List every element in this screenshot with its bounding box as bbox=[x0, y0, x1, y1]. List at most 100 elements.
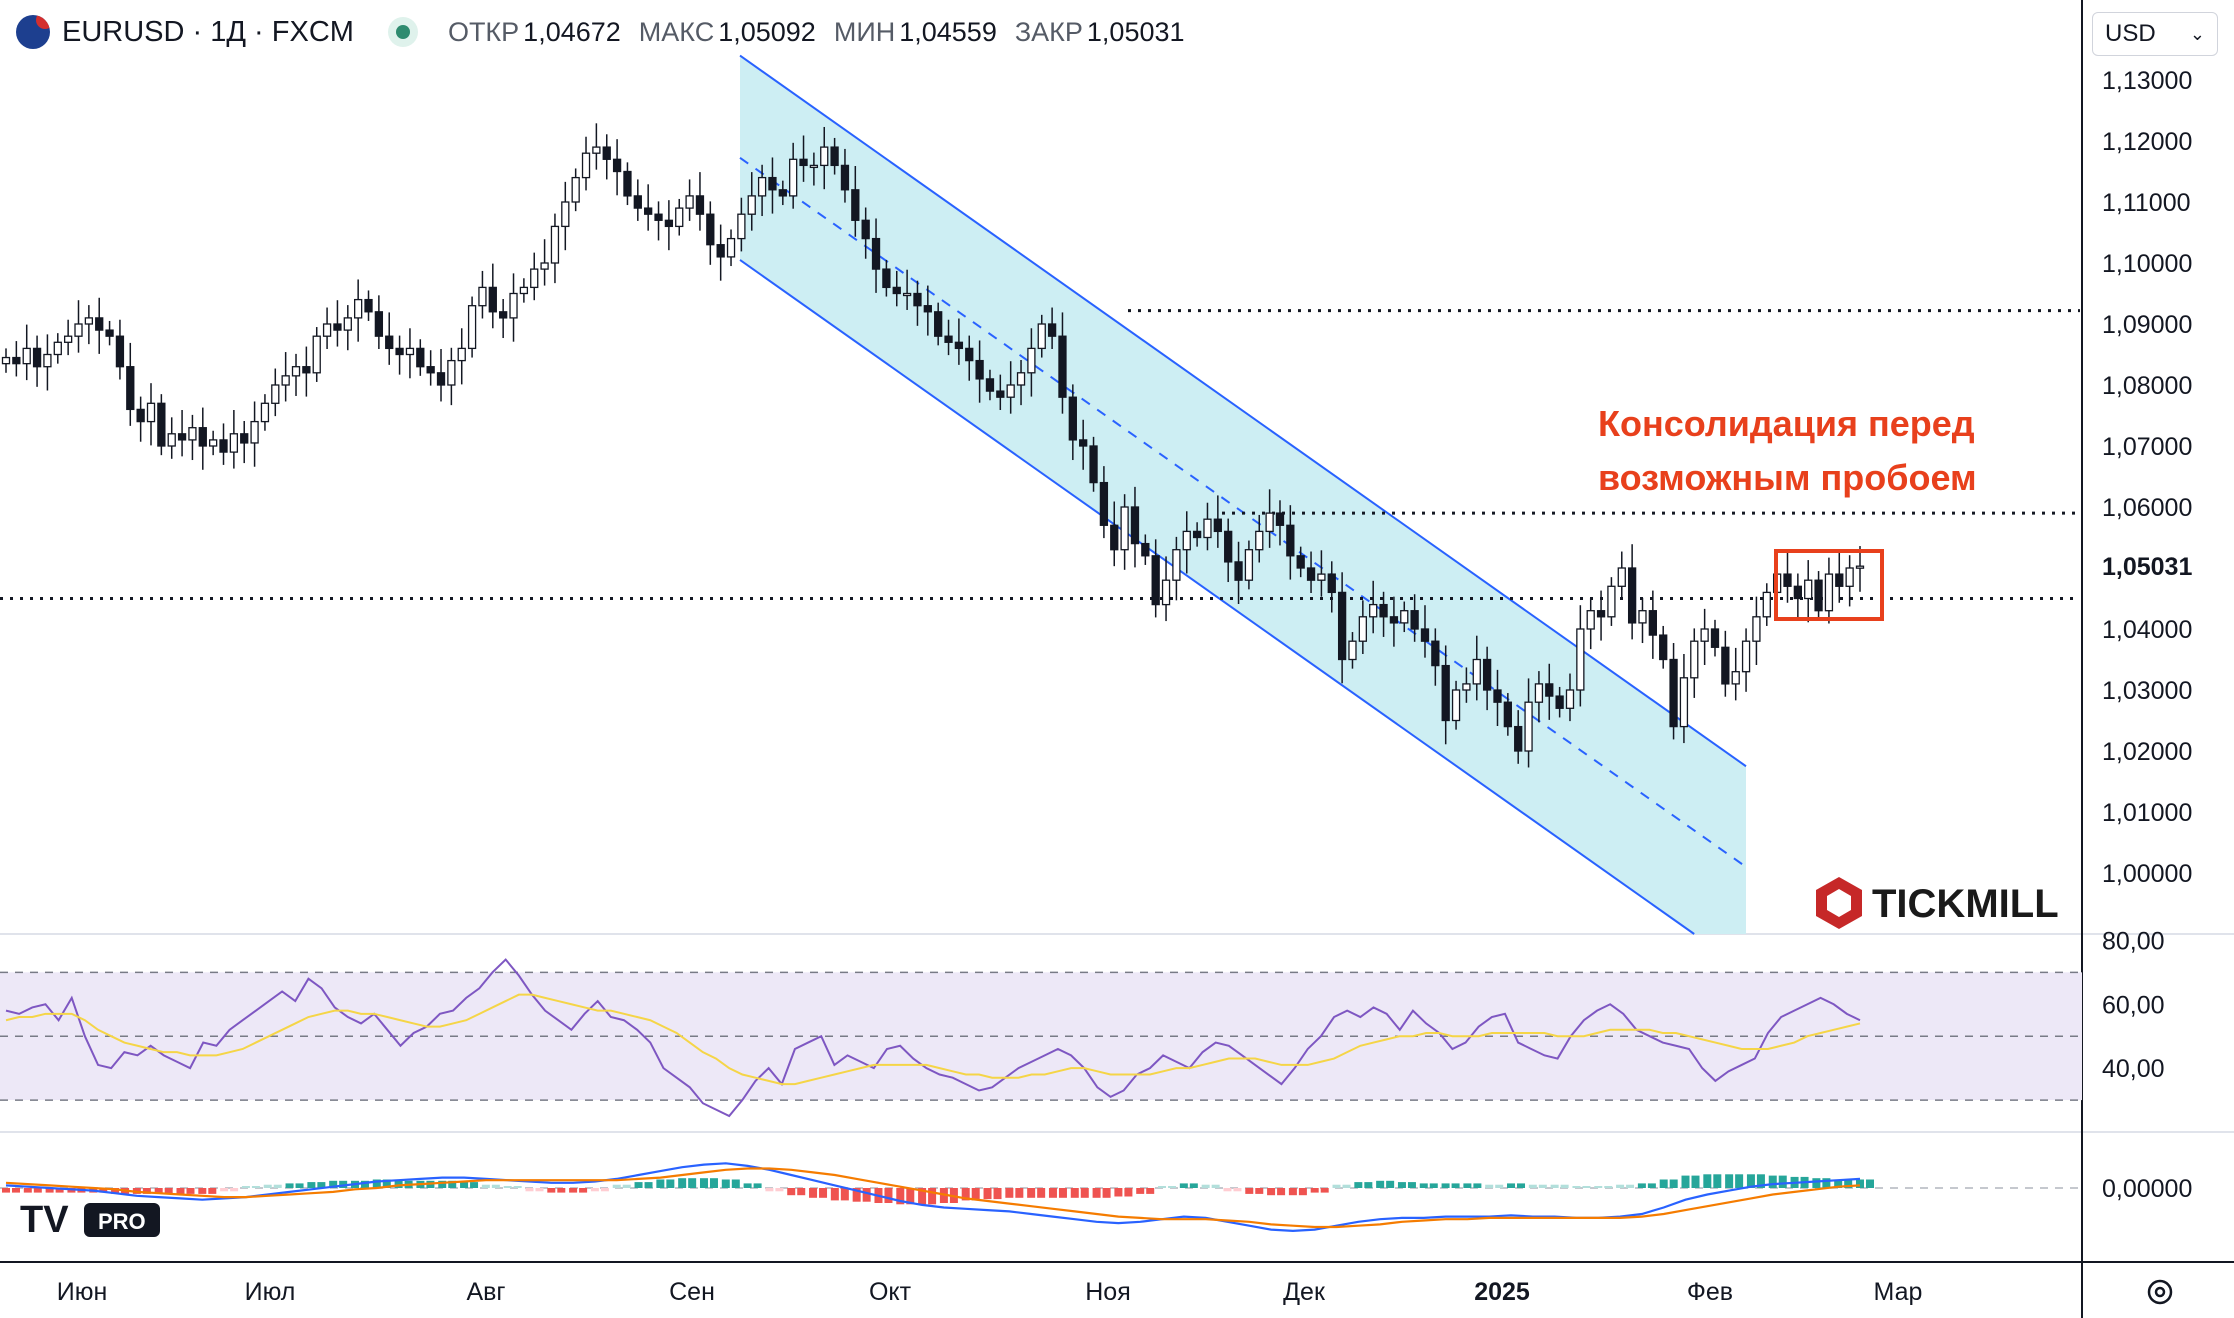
candle-body bbox=[126, 366, 135, 411]
candle-body bbox=[74, 323, 83, 337]
macd-histogram-bar bbox=[862, 1188, 871, 1202]
settings-gear-icon[interactable] bbox=[2147, 1279, 2173, 1305]
close-value: 1,05031 bbox=[1086, 16, 1185, 47]
candle-body bbox=[519, 286, 529, 295]
macd-histogram-bar bbox=[1691, 1175, 1700, 1188]
macd-histogram-bar bbox=[1124, 1188, 1133, 1197]
macd-histogram-bar bbox=[928, 1188, 937, 1205]
candle-body bbox=[944, 335, 953, 343]
candle-body bbox=[1203, 518, 1212, 539]
macd-histogram-bar bbox=[470, 1182, 479, 1188]
candle-body bbox=[1410, 610, 1419, 630]
symbol-title[interactable]: EURUSD · 1Д · FXCM bbox=[62, 15, 354, 48]
candle-body bbox=[1710, 628, 1720, 648]
candle-body bbox=[209, 439, 218, 447]
macd-histogram-bar bbox=[241, 1186, 250, 1188]
macd-histogram-bar bbox=[1080, 1188, 1089, 1198]
eur-usd-flag-icon bbox=[16, 15, 50, 49]
candle-body bbox=[592, 146, 601, 154]
macd-histogram-bar bbox=[1681, 1175, 1690, 1188]
candle-body bbox=[1586, 610, 1595, 630]
candle-body bbox=[1068, 396, 1077, 441]
price-tick-label: 1,06000 bbox=[2102, 494, 2192, 522]
candle-body bbox=[416, 347, 425, 368]
candle-body bbox=[1431, 640, 1440, 667]
macd-histogram-bar bbox=[1168, 1186, 1177, 1188]
macd-histogram-bar bbox=[1397, 1182, 1406, 1188]
time-tick-label: Июл bbox=[245, 1278, 296, 1306]
macd-histogram-bar bbox=[1550, 1184, 1559, 1188]
macd-histogram-bar bbox=[525, 1188, 534, 1192]
candle-body bbox=[1555, 695, 1564, 709]
price-tick-label: 1,10000 bbox=[2102, 250, 2192, 278]
time-tick-label: Авг bbox=[466, 1278, 505, 1306]
candle-body bbox=[1741, 640, 1751, 673]
macd-histogram-bar bbox=[1746, 1174, 1755, 1188]
candle-body bbox=[385, 335, 394, 350]
macd-histogram-bar bbox=[317, 1182, 326, 1188]
candle-body bbox=[1006, 384, 1015, 398]
close-label: ЗАКР bbox=[1014, 16, 1083, 47]
price-tick-label: 1,13000 bbox=[2102, 67, 2192, 95]
candle-body bbox=[612, 158, 622, 173]
macd-histogram-bar bbox=[263, 1184, 272, 1188]
candle-body bbox=[540, 262, 549, 270]
macd-histogram-bar bbox=[1756, 1174, 1765, 1188]
macd-histogram-bar bbox=[1245, 1188, 1254, 1194]
macd-histogram-bar bbox=[1451, 1183, 1460, 1188]
candle-body bbox=[581, 152, 591, 179]
macd-histogram-bar bbox=[753, 1183, 762, 1188]
candle-body bbox=[1721, 646, 1730, 685]
ohlc-values: ОТКР 1,04672 МАКС 1,05092 МИН 1,04559 ЗА… bbox=[448, 17, 1203, 48]
macd-histogram-bar bbox=[33, 1188, 42, 1193]
macd-histogram-bar bbox=[535, 1188, 544, 1192]
rsi-pane bbox=[0, 958, 2082, 1118]
consolidation-box[interactable] bbox=[1774, 549, 1884, 621]
macd-histogram-bar bbox=[1485, 1184, 1494, 1188]
macd-histogram-bar bbox=[1604, 1186, 1613, 1188]
macd-histogram-bar bbox=[1048, 1188, 1057, 1198]
candle-body bbox=[1016, 372, 1026, 386]
macd-pane bbox=[0, 1162, 2082, 1233]
macd-histogram-bar bbox=[1616, 1184, 1625, 1188]
candle-body bbox=[219, 439, 228, 453]
last-price-label: 1,05031 bbox=[2102, 553, 2192, 581]
currency-select[interactable]: USD ⌄ bbox=[2092, 12, 2218, 56]
macd-histogram-bar bbox=[164, 1188, 173, 1194]
candle-body bbox=[923, 305, 932, 313]
macd-histogram-bar bbox=[579, 1188, 588, 1193]
candle-body bbox=[882, 268, 891, 289]
candle-body bbox=[820, 146, 829, 167]
candle-body bbox=[1306, 567, 1316, 581]
candle-body bbox=[43, 353, 52, 368]
horizontal-levels[interactable] bbox=[0, 309, 2080, 600]
candle-body bbox=[333, 323, 342, 331]
candle-body bbox=[913, 292, 922, 307]
market-status-icon bbox=[387, 17, 418, 47]
macd-histogram-bar bbox=[111, 1188, 120, 1194]
macd-histogram-bar bbox=[622, 1184, 631, 1188]
time-tick-label: Дек bbox=[1283, 1278, 1326, 1306]
macd-histogram-bar bbox=[176, 1188, 185, 1194]
candle-body bbox=[198, 427, 207, 447]
candle-body bbox=[1275, 512, 1285, 526]
candle-body bbox=[271, 384, 280, 404]
currency-value: USD bbox=[2105, 20, 2156, 47]
candle-body bbox=[12, 356, 21, 365]
candle-body bbox=[1493, 689, 1502, 703]
price-tick-label: 1,08000 bbox=[2102, 372, 2192, 400]
candle-body bbox=[1855, 565, 1865, 569]
candle-body bbox=[322, 323, 332, 337]
macd-histogram-bar bbox=[634, 1182, 643, 1188]
candle-body bbox=[1576, 628, 1585, 691]
macd-histogram-bar bbox=[852, 1188, 861, 1202]
macd-histogram-bar bbox=[1407, 1182, 1416, 1188]
macd-histogram-bar bbox=[1856, 1179, 1864, 1188]
candle-body bbox=[188, 427, 197, 441]
candle-body bbox=[840, 164, 850, 191]
macd-histogram-bar bbox=[721, 1179, 730, 1188]
descending-channel[interactable] bbox=[739, 54, 1747, 935]
candle-body bbox=[1213, 518, 1222, 533]
annotation-line-2: возможным пробоем bbox=[1598, 457, 1977, 498]
